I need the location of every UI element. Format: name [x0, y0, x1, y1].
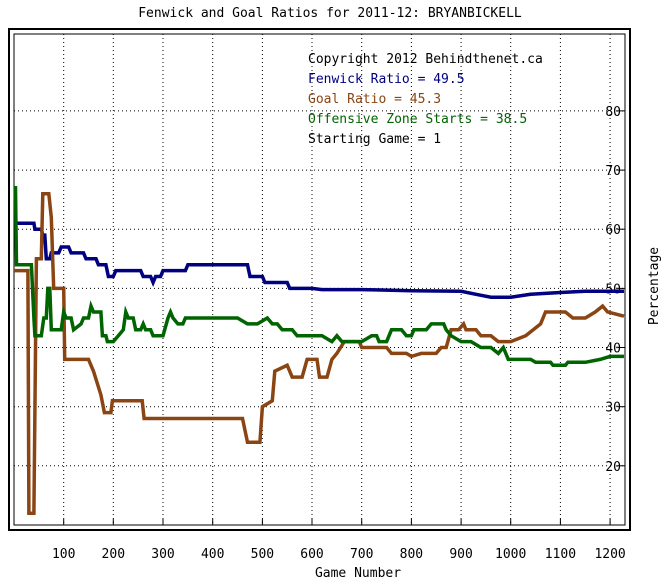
y-tick-label-60: 60: [605, 223, 621, 238]
y-tick-label-20: 20: [605, 460, 621, 475]
x-tick-label-700: 700: [350, 547, 373, 562]
annotation-1: Copyright 2012 Behindthenet.ca: [308, 52, 543, 67]
x-tick-label-500: 500: [251, 547, 274, 562]
x-tick-label-900: 900: [449, 547, 472, 562]
x-axis-ticks: 100 200 300 400 500 600 700 800 900 1000 1100 1200: [52, 519, 626, 562]
annotation-4: Offensive Zone Starts = 38.5: [308, 112, 527, 127]
x-axis-label: Game Number: [315, 566, 401, 580]
x-tick-label-800: 800: [400, 547, 423, 562]
legend-annotations: Copyright 2012 Behindthenet.ca Fenwick Ra…: [308, 52, 543, 147]
plot-frame-inner: [13, 33, 626, 526]
chart-title: Fenwick and Goal Ratios for 2011-12: BRY…: [138, 6, 522, 21]
annotation-3: Goal Ratio = 45.3: [308, 92, 441, 107]
x-tick-label-600: 600: [300, 547, 323, 562]
x-tick-label-400: 400: [201, 547, 224, 562]
series-lines: [13, 186, 625, 515]
series-line-2: [14, 191, 625, 515]
x-tick-label-100: 100: [52, 547, 75, 562]
y-axis-label: Percentage: [647, 247, 662, 325]
x-tick-label-1000: 1000: [495, 547, 526, 562]
x-tick-label-300: 300: [151, 547, 174, 562]
plot-frame-outer: [8, 28, 631, 531]
x-tick-label-1100: 1100: [545, 547, 576, 562]
annotation-2: Fenwick Ratio = 49.5: [308, 72, 465, 87]
y-tick-label-70: 70: [605, 164, 621, 179]
y-tick-label-30: 30: [605, 401, 621, 416]
annotation-5: Starting Game = 1: [308, 132, 441, 147]
y-tick-label-40: 40: [605, 342, 621, 357]
series-line-3: [13, 186, 624, 368]
x-tick-label-1200: 1200: [594, 547, 625, 562]
series-line-1: [14, 221, 624, 299]
y-tick-label-80: 80: [605, 105, 621, 120]
gridlines: [14, 34, 625, 525]
x-tick-label-200: 200: [102, 547, 125, 562]
